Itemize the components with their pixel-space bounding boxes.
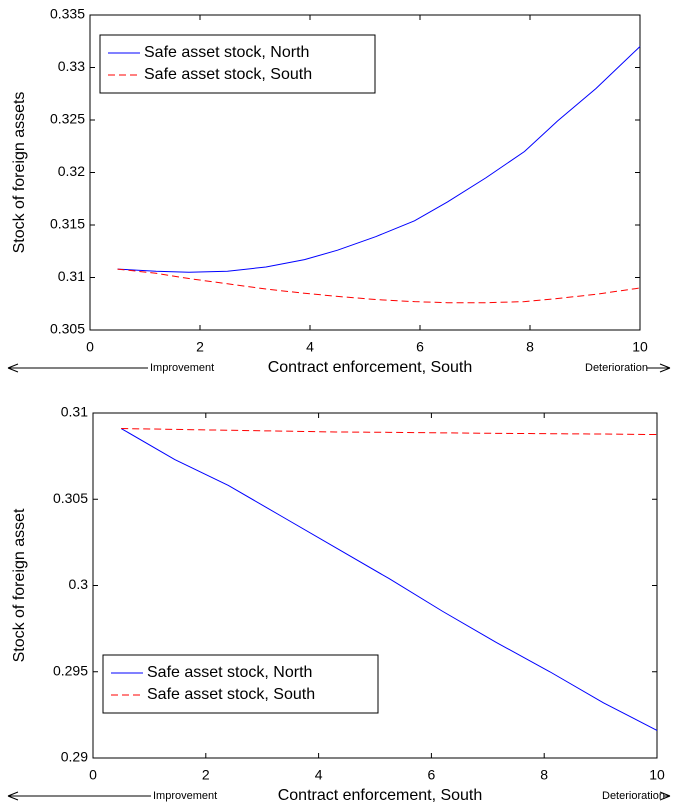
annotation: Improvement <box>150 362 214 374</box>
x-axis-label: Contract enforcement, South <box>268 359 473 376</box>
y-tick-label: 0.305 <box>53 490 88 506</box>
x-tick-label: 10 <box>632 339 648 355</box>
y-tick-label: 0.31 <box>61 404 88 420</box>
y-tick-label: 0.315 <box>50 216 85 232</box>
x-tick-label: 8 <box>526 339 534 355</box>
x-tick-label: 8 <box>540 767 548 783</box>
legend-label: Safe asset stock, South <box>147 686 315 703</box>
x-tick-label: 0 <box>89 767 97 783</box>
series-line <box>117 46 641 273</box>
y-tick-label: 0.305 <box>50 321 85 337</box>
y-tick-label: 0.295 <box>53 662 88 678</box>
legend-box <box>99 34 376 94</box>
legend-label: Safe asset stock, North <box>144 44 309 61</box>
legend-label: Safe asset stock, North <box>147 664 312 681</box>
x-tick-label: 6 <box>428 767 436 783</box>
annotation: Deterioration <box>585 362 648 374</box>
series-line <box>117 268 641 304</box>
y-tick-label: 0.31 <box>58 268 85 284</box>
series-line <box>120 428 658 731</box>
x-tick-label: 0 <box>86 339 94 355</box>
series-line <box>121 428 658 436</box>
y-axis-label: Stock of foreign assets <box>11 92 28 254</box>
x-tick-label: 2 <box>196 339 204 355</box>
y-axis-label: Stock of foreign asset <box>11 508 28 662</box>
x-tick-label: 2 <box>202 767 210 783</box>
legend-label: Safe asset stock, South <box>144 66 312 83</box>
x-tick-label: 10 <box>649 767 665 783</box>
x-tick-label: 6 <box>416 339 424 355</box>
arrow-head <box>659 791 671 801</box>
annotation: Deterioration <box>602 790 665 802</box>
y-tick-label: 0.33 <box>58 58 85 74</box>
arrow-head <box>659 363 671 373</box>
y-tick-label: 0.335 <box>50 6 85 22</box>
legend-box <box>102 654 379 714</box>
x-tick-label: 4 <box>306 339 314 355</box>
y-tick-label: 0.325 <box>50 111 85 127</box>
arrow-head <box>7 363 19 373</box>
x-axis-label: Contract enforcement, South <box>278 787 483 804</box>
arrow-head <box>7 791 19 801</box>
annotation: Improvement <box>153 790 217 802</box>
x-tick-label: 4 <box>315 767 323 783</box>
y-tick-label: 0.32 <box>58 163 85 179</box>
y-tick-label: 0.29 <box>61 749 88 765</box>
y-tick-label: 0.3 <box>69 576 89 592</box>
